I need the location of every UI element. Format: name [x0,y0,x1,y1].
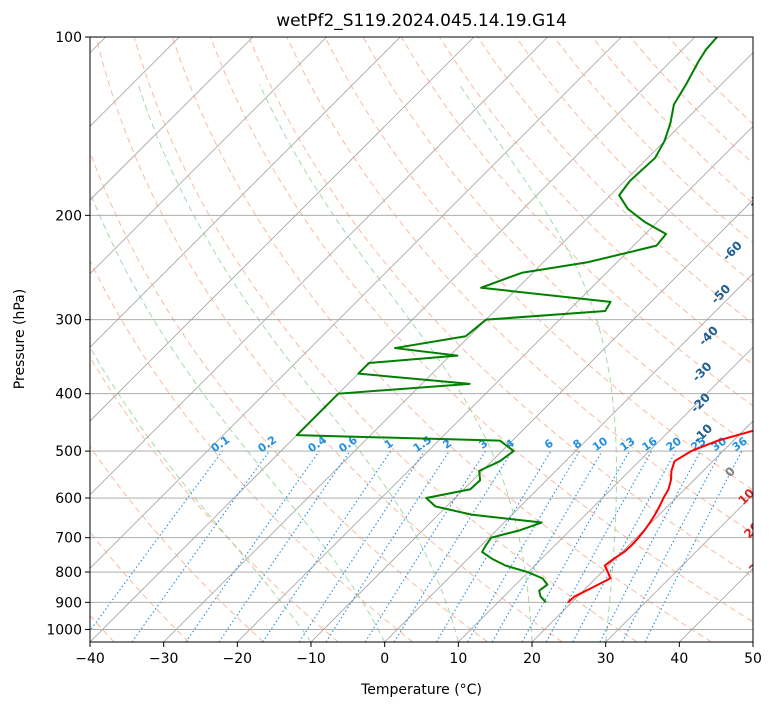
x-tick-label: −20 [223,651,253,667]
x-tick-label: 50 [744,651,762,667]
x-axis-label: Temperature (°C) [360,682,482,698]
y-tick-label: 100 [55,30,82,46]
x-tick-label: −10 [296,651,326,667]
y-tick-label: 500 [55,444,82,460]
x-tick-label: 0 [380,651,389,667]
y-tick-label: 700 [55,531,82,547]
x-tick-label: 40 [670,651,688,667]
y-tick-label: 200 [55,208,82,224]
y-tick-label: 900 [55,595,82,611]
x-tick-label: −30 [149,651,179,667]
chart-title: wetPf2_S119.2024.045.14.19.G14 [276,11,567,31]
x-tick-label: 20 [523,651,541,667]
y-tick-label: 800 [55,565,82,581]
y-tick-label: 400 [55,387,82,403]
y-tick-label: 600 [55,491,82,507]
x-tick-label: 10 [449,651,467,667]
x-tick-label: −40 [75,651,105,667]
y-tick-label: 1000 [46,622,82,638]
x-tick-label: 30 [597,651,615,667]
y-axis-label: Pressure (hPa) [12,289,28,389]
y-tick-label: 300 [55,313,82,329]
